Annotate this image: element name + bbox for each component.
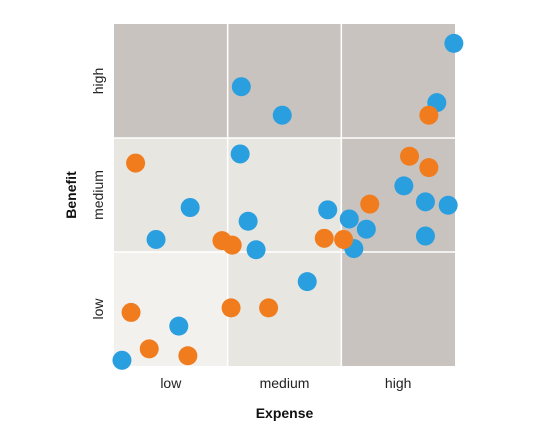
y-axis-label: Benefit [63, 171, 79, 219]
blue-data-point [297, 272, 317, 292]
blue-data-point [415, 226, 435, 246]
quadrant-cell-high-low [114, 24, 228, 138]
orange-data-point [360, 194, 380, 214]
y-tick-label: high [90, 68, 106, 94]
blue-data-point [318, 200, 338, 220]
blue-data-point [169, 316, 189, 336]
orange-data-point [222, 235, 242, 255]
orange-data-point [400, 146, 420, 166]
gridlines [114, 24, 455, 366]
blue-data-point [438, 195, 458, 215]
blue-data-point [230, 144, 250, 164]
blue-data-point [112, 350, 132, 370]
blue-data-point [356, 219, 376, 239]
quadrant-cell-low-high [341, 252, 455, 366]
orange-data-point [178, 346, 198, 366]
orange-data-point [121, 302, 141, 322]
blue-data-point [415, 192, 435, 212]
x-tick-label: low [160, 375, 182, 391]
orange-data-point [259, 298, 279, 318]
blue-data-point [444, 33, 464, 53]
data-points [112, 33, 464, 370]
blue-data-point [231, 77, 251, 97]
orange-data-point [419, 105, 439, 125]
orange-data-point [314, 228, 334, 248]
x-tick-label: high [385, 375, 411, 391]
x-axis-ticks: low medium high [160, 375, 411, 391]
blue-data-point [238, 211, 258, 231]
orange-data-point [221, 298, 241, 318]
blue-data-point [394, 176, 414, 196]
orange-data-point [419, 158, 439, 178]
quadrant-cell-low-medium [227, 252, 342, 366]
blue-data-point [180, 198, 200, 218]
blue-data-point [146, 229, 166, 249]
blue-data-point [339, 209, 359, 229]
x-axis-label: Expense [256, 405, 314, 421]
quadrant-cell-medium-high [341, 138, 455, 252]
x-tick-label: medium [260, 375, 310, 391]
y-tick-label: low [90, 298, 106, 320]
blue-data-point [272, 105, 292, 125]
y-axis-ticks: low medium high [90, 68, 106, 320]
orange-data-point [126, 153, 146, 173]
quadrant-cell-high-high [341, 24, 455, 138]
orange-data-point [139, 339, 159, 359]
y-tick-label: medium [90, 170, 106, 220]
orange-data-point [334, 229, 354, 249]
blue-data-point [246, 240, 266, 260]
